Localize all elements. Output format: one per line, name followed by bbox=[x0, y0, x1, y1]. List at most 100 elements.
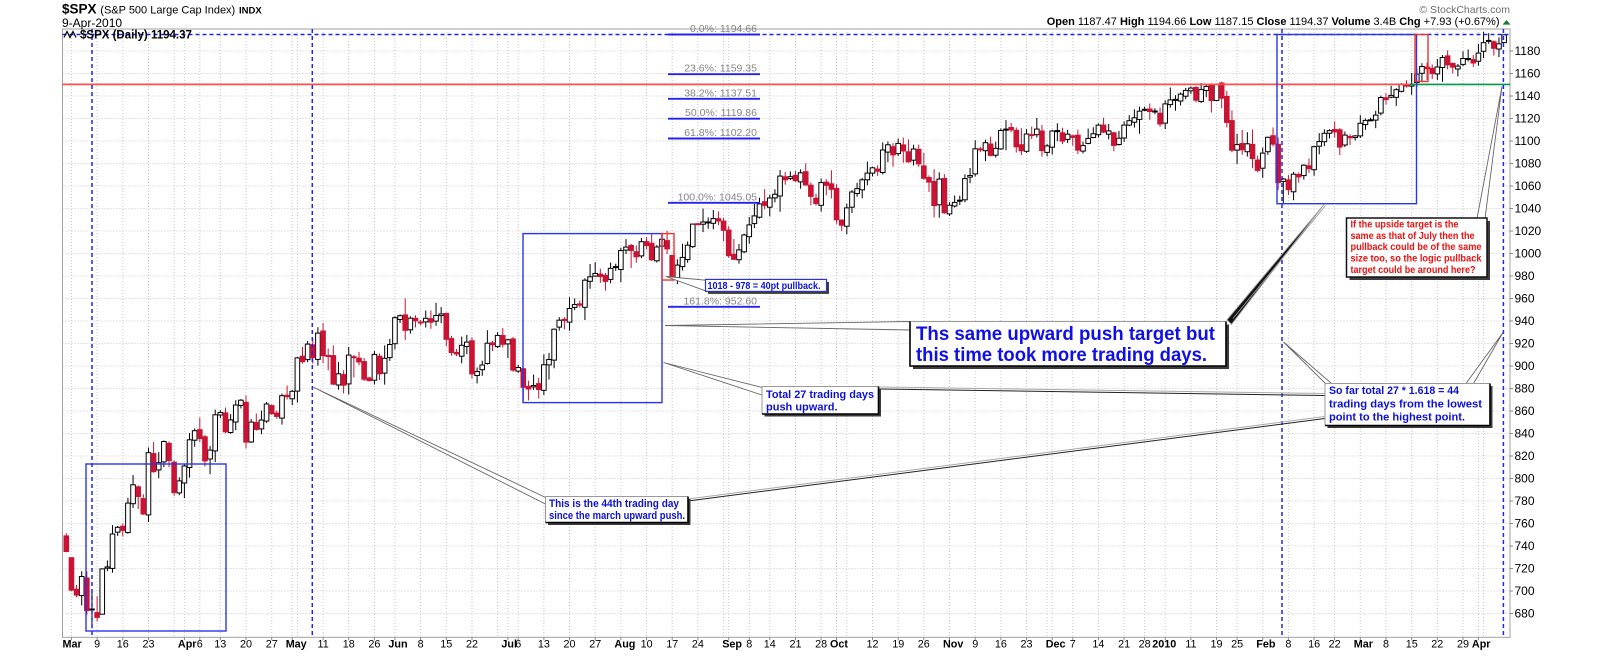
svg-text:6: 6 bbox=[197, 639, 203, 651]
svg-text:push upward.: push upward. bbox=[766, 402, 838, 414]
svg-text:11: 11 bbox=[1185, 639, 1196, 651]
svg-text:960: 960 bbox=[1515, 292, 1535, 306]
svg-text:2010: 2010 bbox=[1152, 639, 1176, 651]
svg-text:13: 13 bbox=[214, 639, 226, 651]
svg-text:21: 21 bbox=[789, 639, 801, 651]
svg-text:15: 15 bbox=[440, 639, 452, 651]
svg-text:23: 23 bbox=[142, 639, 154, 651]
svg-text:target could be around here?: target could be around here? bbox=[1351, 265, 1476, 276]
svg-text:19: 19 bbox=[892, 639, 904, 651]
svg-text:1040: 1040 bbox=[1515, 202, 1542, 216]
svg-text:1120: 1120 bbox=[1515, 112, 1541, 126]
svg-text:19: 19 bbox=[1210, 639, 1222, 651]
svg-text:8: 8 bbox=[1383, 639, 1389, 651]
svg-text:22: 22 bbox=[466, 639, 478, 651]
svg-text:20: 20 bbox=[563, 639, 575, 651]
svg-text:Nov: Nov bbox=[943, 639, 963, 651]
svg-text:920: 920 bbox=[1515, 337, 1535, 351]
svg-text:Feb: Feb bbox=[1256, 639, 1276, 651]
svg-text:11: 11 bbox=[317, 639, 328, 651]
svg-text:Mar: Mar bbox=[63, 639, 83, 651]
svg-text:14: 14 bbox=[764, 639, 776, 651]
svg-text:Ths same upward push target bu: Ths same upward push target but bbox=[916, 324, 1216, 345]
svg-text:1140: 1140 bbox=[1515, 89, 1541, 103]
svg-text:Aug: Aug bbox=[614, 639, 635, 651]
svg-text:700: 700 bbox=[1515, 584, 1535, 598]
svg-text:Mar: Mar bbox=[1354, 639, 1374, 651]
svg-text:pullback could be of the same: pullback could be of the same bbox=[1351, 242, 1482, 253]
svg-text:This is the 44th trading day: This is the 44th trading day bbox=[549, 498, 679, 510]
svg-text:27: 27 bbox=[266, 639, 278, 651]
svg-text:38.2%: 1137.51: 38.2%: 1137.51 bbox=[684, 87, 757, 99]
svg-text:Jul: Jul bbox=[501, 639, 517, 651]
svg-text:680: 680 bbox=[1515, 607, 1535, 621]
svg-text:1100: 1100 bbox=[1515, 134, 1541, 148]
svg-text:820: 820 bbox=[1515, 449, 1535, 463]
svg-text:25: 25 bbox=[1231, 639, 1243, 651]
svg-text:8: 8 bbox=[746, 639, 752, 651]
svg-text:this time took more trading da: this time took more trading days. bbox=[916, 345, 1207, 366]
svg-text:0.0%: 1194.66: 0.0%: 1194.66 bbox=[690, 23, 757, 35]
svg-text:$SPX (S&P 500 Large Cap Index): $SPX (S&P 500 Large Cap Index) INDX bbox=[62, 2, 262, 17]
svg-text:27: 27 bbox=[589, 639, 601, 651]
svg-text:29: 29 bbox=[1457, 639, 1469, 651]
svg-text:840: 840 bbox=[1515, 427, 1535, 441]
svg-text:Dec: Dec bbox=[1046, 639, 1066, 651]
svg-text:9-Apr-2010: 9-Apr-2010 bbox=[62, 16, 122, 30]
svg-text:Jun: Jun bbox=[388, 639, 407, 651]
svg-text:13: 13 bbox=[538, 639, 550, 651]
svg-text:20: 20 bbox=[240, 639, 252, 651]
svg-text:9: 9 bbox=[972, 639, 978, 651]
svg-text:900: 900 bbox=[1515, 359, 1535, 373]
svg-text:16: 16 bbox=[1308, 639, 1320, 651]
svg-text:1018 - 978 = 40pt pullback.: 1018 - 978 = 40pt pullback. bbox=[708, 281, 821, 292]
svg-text:61.8%: 1102.20: 61.8%: 1102.20 bbox=[684, 127, 757, 139]
svg-text:720: 720 bbox=[1515, 562, 1535, 576]
svg-text:1160: 1160 bbox=[1515, 67, 1541, 81]
svg-text:Total 27 trading days: Total 27 trading days bbox=[766, 389, 874, 401]
svg-text:26: 26 bbox=[918, 639, 930, 651]
svg-text:26: 26 bbox=[368, 639, 380, 651]
svg-text:trading days from the lowest: trading days from the lowest bbox=[1329, 398, 1482, 410]
svg-text:23: 23 bbox=[1020, 639, 1032, 651]
svg-text:17: 17 bbox=[666, 639, 678, 651]
svg-text:28: 28 bbox=[1139, 639, 1151, 651]
svg-text:1060: 1060 bbox=[1515, 179, 1542, 193]
svg-text:Open 1187.47 High 1194.66 Low: Open 1187.47 High 1194.66 Low 1187.15 Cl… bbox=[1047, 16, 1500, 28]
svg-text:Sep: Sep bbox=[722, 639, 742, 651]
svg-text:16: 16 bbox=[117, 639, 129, 651]
svg-text:14: 14 bbox=[1092, 639, 1104, 651]
svg-text:100.0%: 1045.05: 100.0%: 1045.05 bbox=[678, 191, 758, 203]
svg-text:size too, so the logic pullbac: size too, so the logic pullback bbox=[1351, 254, 1482, 265]
svg-text:880: 880 bbox=[1515, 382, 1535, 396]
svg-text:1000: 1000 bbox=[1515, 247, 1542, 261]
svg-text:780: 780 bbox=[1515, 494, 1535, 508]
svg-text:$SPX (Daily) 1194.37: $SPX (Daily) 1194.37 bbox=[80, 30, 192, 42]
svg-text:Apr: Apr bbox=[1472, 639, 1491, 651]
svg-text:12: 12 bbox=[866, 639, 878, 651]
svg-text:Apr: Apr bbox=[178, 639, 197, 651]
svg-text:760: 760 bbox=[1515, 517, 1535, 531]
svg-text:point to the highest point.: point to the highest point. bbox=[1329, 412, 1465, 424]
svg-text:980: 980 bbox=[1515, 269, 1535, 283]
svg-text:May: May bbox=[286, 639, 307, 651]
svg-text:24: 24 bbox=[692, 639, 704, 651]
svg-text:8: 8 bbox=[418, 639, 424, 651]
svg-text:6: 6 bbox=[515, 639, 521, 651]
svg-text:7: 7 bbox=[1070, 639, 1076, 651]
svg-text:940: 940 bbox=[1515, 314, 1535, 328]
svg-text:22: 22 bbox=[1329, 639, 1341, 651]
svg-text:8: 8 bbox=[1285, 639, 1291, 651]
svg-text:since the march upward push.: since the march upward push. bbox=[549, 510, 685, 522]
svg-text:1180: 1180 bbox=[1515, 44, 1541, 58]
svg-text:800: 800 bbox=[1515, 472, 1535, 486]
svg-text:1080: 1080 bbox=[1515, 157, 1542, 171]
svg-text:9: 9 bbox=[94, 639, 100, 651]
svg-text:21: 21 bbox=[1118, 639, 1130, 651]
svg-text:10: 10 bbox=[641, 639, 653, 651]
svg-text:16: 16 bbox=[995, 639, 1007, 651]
svg-text:So far total 27 * 1.618 = 44: So far total 27 * 1.618 = 44 bbox=[1329, 385, 1460, 397]
svg-text:Oct: Oct bbox=[830, 639, 848, 651]
svg-text:740: 740 bbox=[1515, 539, 1535, 553]
svg-text:22: 22 bbox=[1431, 639, 1443, 651]
